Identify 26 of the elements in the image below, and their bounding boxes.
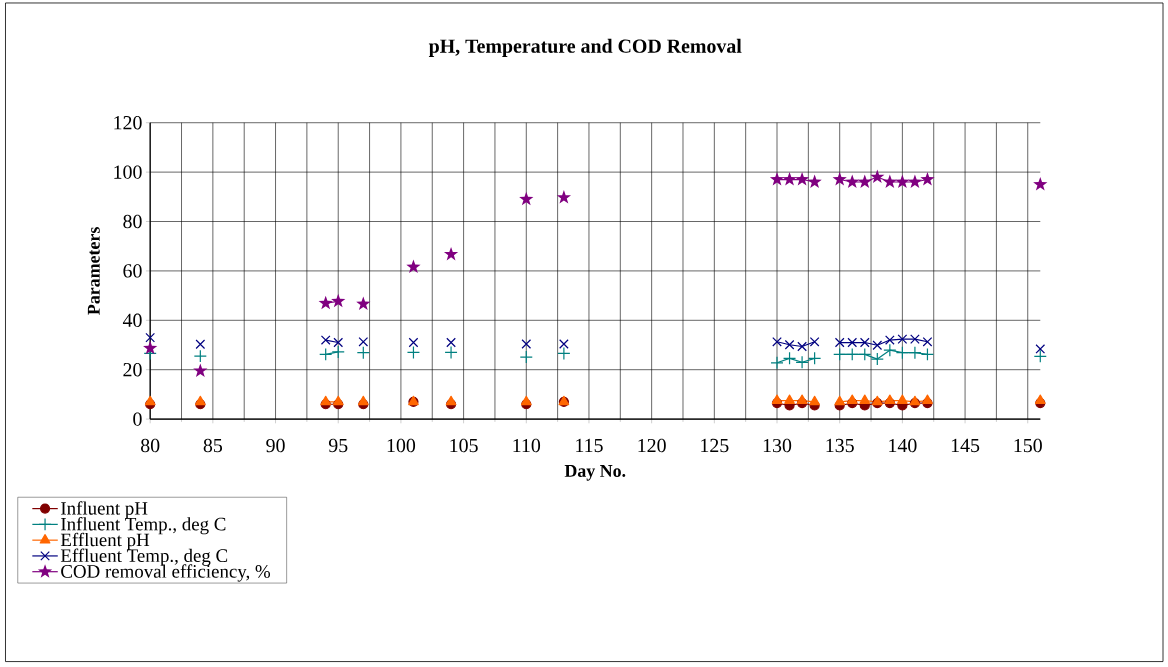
- y-tick-label: 0: [133, 412, 142, 427]
- x-tick-label: 85: [203, 439, 223, 453]
- x-tick-label: 110: [513, 439, 541, 453]
- x-tick-label: 145: [951, 439, 980, 453]
- y-tick-label: 80: [123, 215, 142, 229]
- chart-title: pH, Temperature and COD Removal: [428, 39, 742, 58]
- y-tick-label: 40: [122, 313, 142, 328]
- x-tick-label: 125: [701, 439, 729, 453]
- y-tick-label: 100: [114, 165, 142, 180]
- x-tick-label: 105: [450, 439, 478, 453]
- x-tick-label: 120: [638, 439, 666, 453]
- x-axis-title: Day No.: [564, 465, 626, 481]
- x-tick-label: 100: [387, 439, 416, 453]
- x-tick-label: 135: [826, 439, 854, 453]
- x-tick-label: 95: [328, 439, 348, 453]
- x-tick-label: 80: [141, 439, 160, 453]
- x-tick-label: 90: [266, 439, 285, 453]
- x-tick-label: 130: [763, 439, 792, 453]
- x-tick-label: 115: [576, 439, 603, 453]
- legend-label: COD removal efficiency, %: [61, 564, 271, 582]
- x-tick-label: 150: [1014, 439, 1042, 453]
- y-tick-label: 20: [123, 363, 142, 377]
- y-axis-title: Parameters: [87, 227, 100, 316]
- y-tick-label: 120: [114, 116, 142, 130]
- x-tick-label: 140: [889, 439, 917, 453]
- y-tick-label: 60: [123, 264, 142, 278]
